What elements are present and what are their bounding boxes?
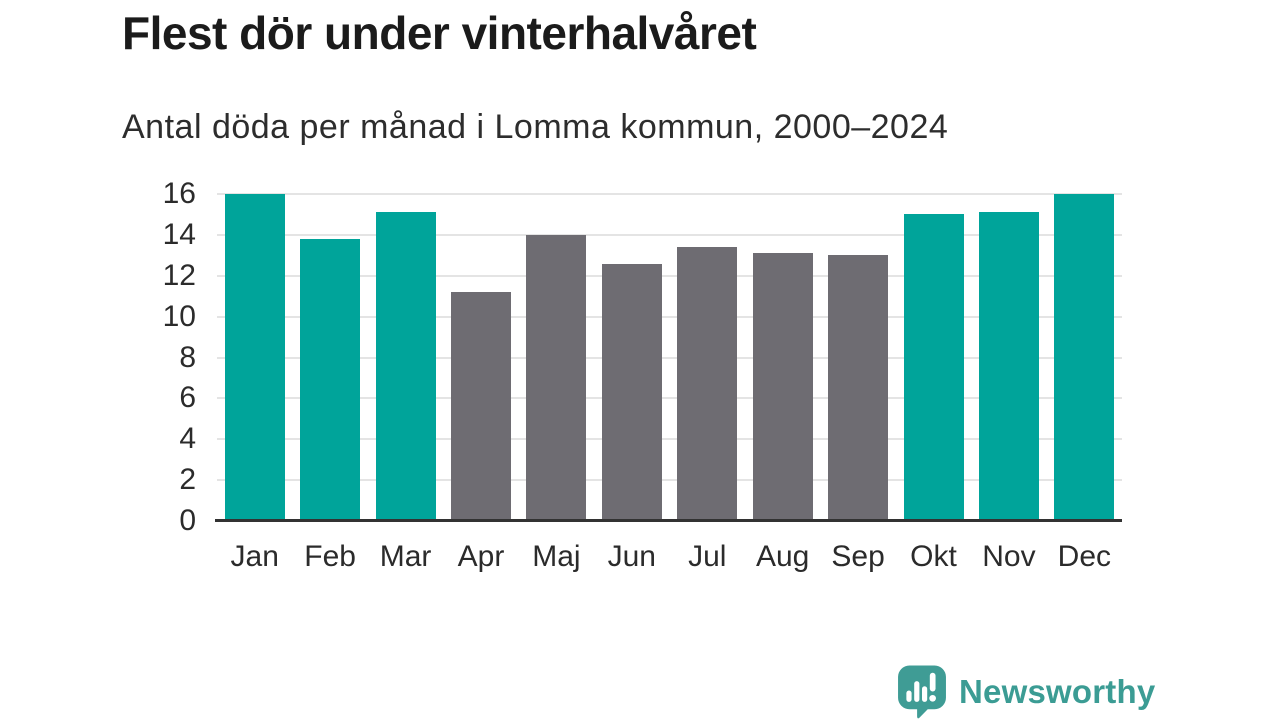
bar-band-dec bbox=[1047, 194, 1122, 521]
gridline-12 bbox=[217, 274, 1122, 277]
gridline-2 bbox=[217, 479, 1122, 482]
y-axis: 0 2 4 6 8 10 12 14 16 bbox=[0, 0, 196, 720]
x-tick-label-okt: Okt bbox=[910, 540, 957, 573]
bar-aug bbox=[752, 253, 813, 521]
y-tick-label-14: 14 bbox=[162, 217, 196, 251]
x-tick-label-apr: Apr bbox=[457, 540, 505, 573]
y-tick-label-4: 4 bbox=[179, 422, 196, 456]
x-tick-label-jun: Jun bbox=[607, 540, 656, 573]
y-tick-label-12: 12 bbox=[162, 258, 196, 292]
logo-text: Newsworthy bbox=[959, 672, 1156, 710]
bar-mar bbox=[375, 212, 436, 521]
bar-band-apr bbox=[443, 194, 518, 521]
x-tick-label-jul: Jul bbox=[688, 540, 727, 573]
bar-band-jun bbox=[594, 194, 669, 521]
bar-band-jan bbox=[217, 194, 292, 521]
x-tick-label-jan: Jan bbox=[230, 540, 279, 573]
x-axis-baseline bbox=[215, 519, 1122, 522]
gridline-16 bbox=[217, 193, 1122, 195]
bar-jul bbox=[677, 247, 738, 521]
x-tick-label-dec: Dec bbox=[1057, 540, 1112, 573]
bar-nov bbox=[978, 212, 1039, 521]
y-tick-label-16: 16 bbox=[162, 177, 196, 210]
bar-feb bbox=[300, 238, 361, 521]
bar-band-feb bbox=[292, 194, 367, 521]
x-tick-label-aug: Aug bbox=[755, 540, 810, 573]
y-tick-label-0: 0 bbox=[179, 504, 196, 537]
bar-sep bbox=[828, 255, 889, 521]
gridline-4 bbox=[217, 438, 1122, 441]
bar-dec bbox=[1054, 194, 1115, 521]
plot-area bbox=[217, 193, 1122, 521]
bars bbox=[217, 194, 1122, 521]
y-tick-label-8: 8 bbox=[179, 340, 196, 374]
bar-band-mar bbox=[368, 194, 443, 521]
x-tick-label-nov: Nov bbox=[982, 540, 1036, 573]
x-tick-label-feb: Feb bbox=[304, 540, 356, 573]
y-tick-label-6: 6 bbox=[179, 381, 196, 415]
speech-bubble-bar-chart-icon bbox=[898, 665, 946, 719]
bar-band-sep bbox=[820, 194, 895, 521]
chart-subtitle: Antal döda per månad i Lomma kommun, 200… bbox=[122, 108, 949, 146]
y-tick-label-10: 10 bbox=[162, 299, 196, 333]
x-tick-label-mar: Mar bbox=[379, 540, 432, 573]
x-tick-label-sep: Sep bbox=[831, 540, 885, 573]
gridline-10 bbox=[217, 315, 1122, 318]
bar-okt bbox=[903, 214, 964, 521]
bar-jun bbox=[601, 263, 662, 521]
bar-band-maj bbox=[519, 194, 594, 521]
bar-apr bbox=[450, 292, 511, 521]
gridline-6 bbox=[217, 397, 1122, 400]
bar-band-aug bbox=[745, 194, 820, 521]
gridline-14 bbox=[217, 233, 1122, 236]
bar-jan bbox=[224, 194, 285, 521]
bar-band-okt bbox=[896, 194, 971, 521]
bar-band-nov bbox=[971, 194, 1046, 521]
newsworthy-logo: Newsworthy bbox=[897, 664, 1155, 719]
y-tick-label-2: 2 bbox=[179, 463, 196, 497]
chart-title: Flest dör under vinterhalvåret bbox=[122, 7, 757, 59]
bar-band-jul bbox=[670, 194, 745, 521]
x-axis: Jan Feb Mar Apr Maj Jun Jul Aug Sep Okt Nov Dec bbox=[217, 540, 1122, 574]
gridline-8 bbox=[217, 356, 1122, 359]
bar-maj bbox=[526, 234, 587, 521]
x-tick-label-maj: Maj bbox=[532, 540, 581, 573]
